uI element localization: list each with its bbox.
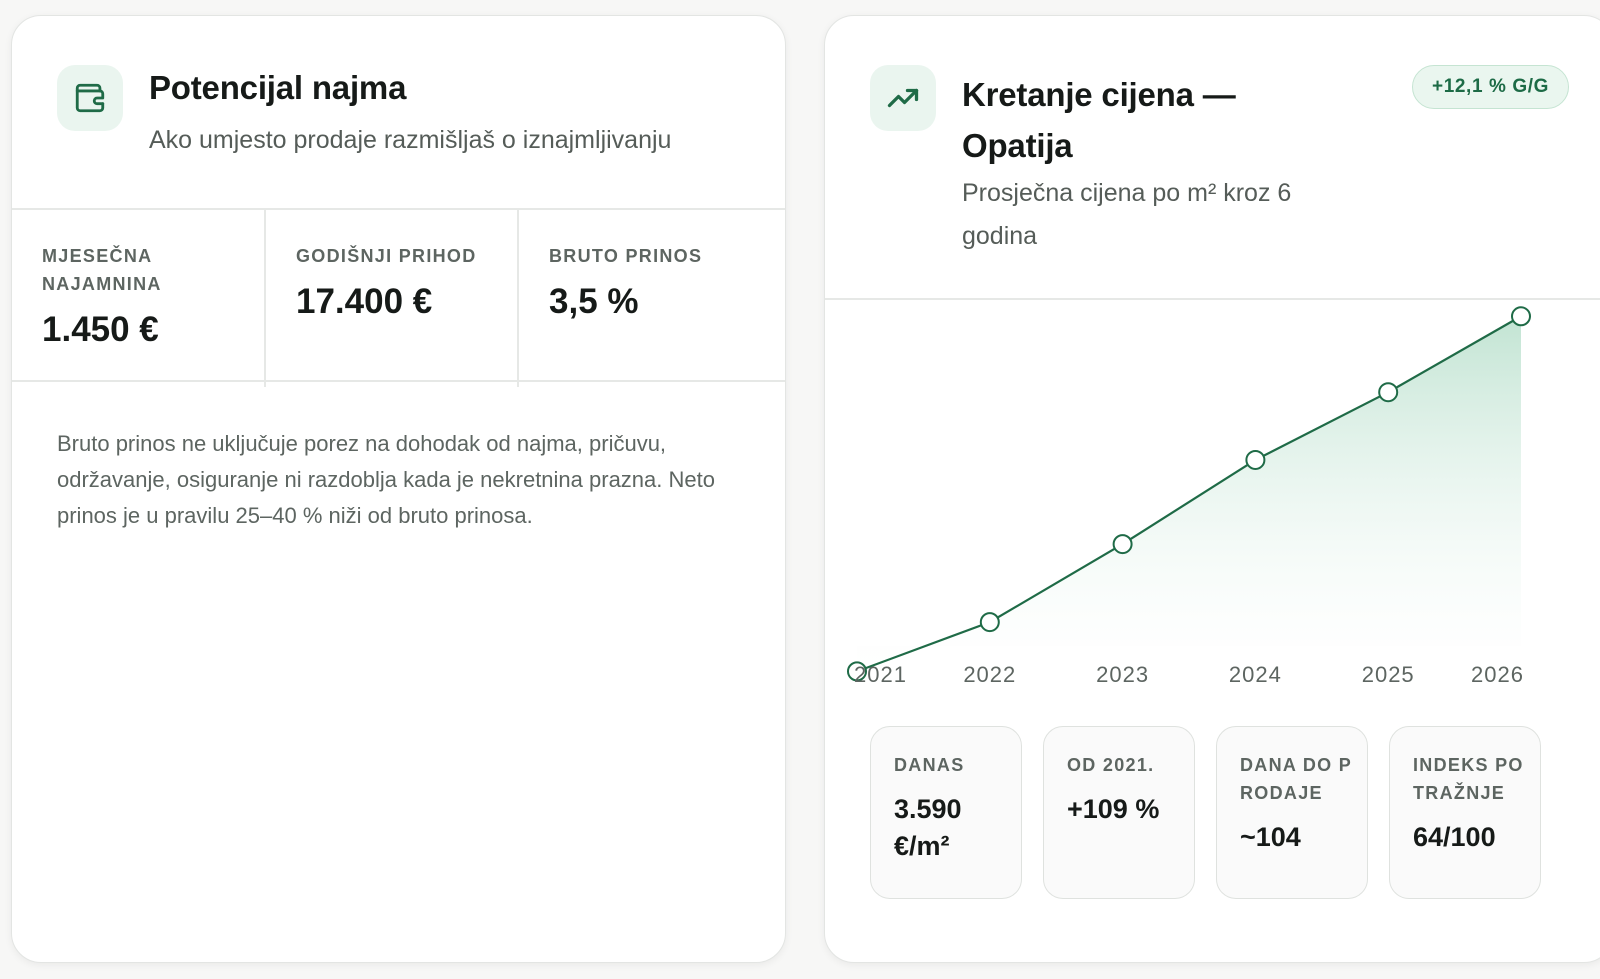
wallet-icon: [57, 65, 123, 131]
rental-potential-card: Potencijal najma Ako umjesto prodaje raz…: [11, 15, 786, 963]
stat-label: DANA DO PRODAJE: [1240, 755, 1353, 803]
divider: [825, 298, 1600, 300]
x-tick-label: 2022: [963, 662, 1016, 687]
stat-days-to-sale: DANA DO PRODAJE ~104: [1216, 726, 1368, 899]
metric-label: MJESEČNA NAJAMNINA: [42, 246, 162, 294]
stat-demand-index: INDEKS POTRAŽNJE 64/100: [1389, 726, 1541, 899]
trending-up-icon: [870, 65, 936, 131]
metric-gross-yield: BRUTO PRINOS 3,5 %: [517, 210, 785, 387]
metric-value: 3,5 %: [549, 282, 639, 321]
chart-point-2023[interactable]: [1112, 534, 1133, 555]
stat-value: 64/100: [1413, 822, 1496, 852]
price-trend-card: Kretanje cijena — Opatija Prosječna cije…: [824, 15, 1600, 963]
stat-label: INDEKS POTRAŽNJE: [1413, 755, 1524, 803]
card-title: Kretanje cijena — Opatija: [962, 69, 1236, 171]
stat-label: DANAS: [894, 755, 965, 775]
metric-label: GODIŠNJI PRIHOD: [296, 246, 477, 266]
stat-label: OD 2021.: [1067, 755, 1155, 775]
x-tick-label: 2023: [1096, 662, 1149, 687]
divider: [12, 380, 785, 382]
stat-value: 3.590 €/m²: [894, 794, 962, 861]
card-subtitle: Prosječna cijena po m² kroz 6 godina: [962, 179, 1292, 250]
chart-point-2021[interactable]: [847, 661, 867, 682]
stat-today: DANAS 3.590 €/m²: [870, 726, 1022, 899]
price-chart: 2021 2022 2023 2024 2025 2026: [847, 306, 1531, 687]
metric-monthly-rent: MJESEČNA NAJAMNINA 1.450 €: [12, 210, 264, 387]
card-title: Potencijal najma: [149, 69, 407, 106]
card-title-line: Opatija: [962, 127, 1073, 164]
stat-value: ~104: [1240, 822, 1301, 852]
chart-point-2022[interactable]: [979, 612, 1000, 633]
chart-point-2026[interactable]: [1511, 306, 1531, 327]
metric-label: BRUTO PRINOS: [549, 246, 703, 266]
metric-value: 17.400 €: [296, 282, 433, 321]
metric-value: 1.450 €: [42, 310, 159, 349]
chart-point-2025[interactable]: [1378, 382, 1399, 403]
chart-area-fill: [857, 316, 1521, 672]
card-title-line: Kretanje cijena —: [962, 76, 1236, 113]
stat-since-2021: OD 2021. +109 %: [1043, 726, 1195, 899]
stat-value: +109 %: [1067, 794, 1160, 824]
divider: [12, 208, 785, 210]
x-tick-label: 2025: [1362, 662, 1415, 687]
x-tick-label: 2026: [1471, 662, 1524, 687]
metric-annual-income: GODIŠNJI PRIHOD 17.400 €: [264, 210, 517, 387]
yoy-growth-badge: +12,1 % G/G: [1412, 65, 1569, 109]
x-tick-label: 2021: [854, 662, 907, 687]
x-tick-label: 2024: [1229, 662, 1282, 687]
chart-series-line: [856, 315, 1522, 673]
chart-point-2024[interactable]: [1245, 449, 1266, 470]
card-subtitle: Ako umjesto prodaje razmišljaš o iznajml…: [149, 126, 672, 154]
yield-disclaimer: Bruto prinos ne uključuje porez na dohod…: [57, 431, 715, 528]
